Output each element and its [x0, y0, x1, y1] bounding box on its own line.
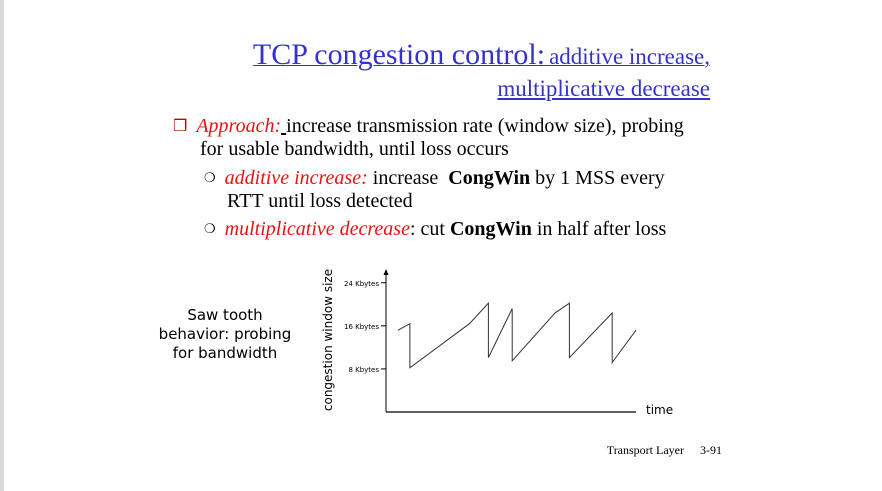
- sawtooth-line: [397, 301, 637, 369]
- page-number: 3-91: [700, 443, 722, 457]
- title-main: TCP congestion control:: [252, 38, 546, 71]
- bullet-approach: ❒ Approach: increase transmission rate (w…: [173, 114, 684, 139]
- title-sub-line2: multiplicative decrease: [497, 76, 710, 101]
- y-tick-label: 16 Kbytes: [344, 323, 379, 331]
- additive-increase-text-b: by 1 MSS every: [535, 167, 665, 189]
- congwin-keyword: CongWin: [449, 218, 532, 240]
- chart-series: [397, 301, 637, 369]
- sawtooth-label-line1: Saw tooth: [187, 306, 263, 324]
- circle-bullet-icon: ❍: [204, 222, 216, 237]
- additive-increase-text-line2: RTT until loss detected: [227, 190, 413, 212]
- multiplicative-decrease-label: multiplicative decrease: [224, 218, 410, 240]
- bullet-multiplicative-decrease: ❍ multiplicative decrease: cut CongWin in…: [204, 217, 666, 244]
- approach-text-line2: for usable bandwidth, until loss occurs: [200, 138, 509, 160]
- footer: Transport Layer 3-91: [607, 443, 722, 458]
- x-axis-label: time: [646, 403, 673, 417]
- approach-label: Approach:: [196, 115, 282, 137]
- circle-bullet-icon: ❍: [204, 171, 216, 186]
- y-tick-label: 8 Kbytes: [348, 366, 379, 374]
- additive-increase-label: additive increase:: [224, 167, 368, 189]
- slide-title: TCP congestion control: additive increas…: [253, 40, 710, 70]
- y-axis-arrow-icon: [383, 269, 389, 275]
- bullet-additive-increase: ❍ additive increase: increase CongWin by …: [204, 166, 665, 193]
- y-ticks: 24 Kbytes 16 Kbytes 8 Kbytes: [344, 280, 386, 374]
- left-border: [0, 0, 4, 491]
- sawtooth-label-line2: behavior: probing: [158, 325, 292, 343]
- y-tick-label: 24 Kbytes: [344, 280, 379, 288]
- title-sub-line1: additive increase,: [549, 44, 710, 69]
- multiplicative-decrease-text-a: : cut: [409, 218, 445, 240]
- approach-text-line1: increase transmission rate (window size)…: [286, 115, 684, 137]
- additive-increase-text-a: increase: [372, 167, 439, 189]
- congwin-keyword: CongWin: [448, 167, 531, 189]
- sawtooth-label-line3: for bandwidth: [172, 344, 278, 362]
- y-axis-label: congestion window size: [321, 269, 335, 411]
- sawtooth-label: Saw tooth behavior: probing for bandwidt…: [150, 306, 300, 363]
- square-bullet-icon: ❒: [173, 116, 188, 135]
- footer-section: Transport Layer: [606, 443, 684, 457]
- sawtooth-chart: congestion window size time 24 Kbytes 16 …: [321, 269, 673, 417]
- multiplicative-decrease-text-b: in half after loss: [536, 218, 667, 240]
